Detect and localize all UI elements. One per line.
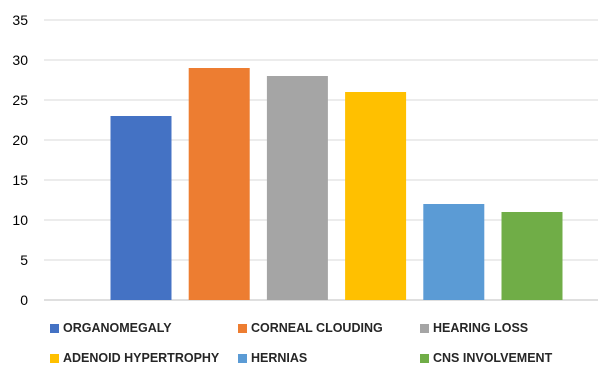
bar-hearing-loss <box>266 76 328 300</box>
y-tick-label: 35 <box>12 12 28 28</box>
bar-corneal-clouding <box>188 68 250 300</box>
bar-hernias <box>423 204 485 300</box>
bar-cns-involvement <box>501 212 563 300</box>
y-tick-label: 10 <box>12 212 28 228</box>
y-tick-label: 25 <box>12 92 28 108</box>
y-tick-label: 15 <box>12 172 28 188</box>
bar-adenoid-hypertrophy <box>345 92 407 300</box>
y-tick-label: 20 <box>12 132 28 148</box>
y-tick-label: 30 <box>12 52 28 68</box>
y-axis-ticks: 0 5 10 15 20 25 30 35 <box>12 12 28 308</box>
bars <box>110 68 563 300</box>
y-tick-label: 5 <box>20 252 28 268</box>
y-tick-label: 0 <box>20 292 28 308</box>
bar-organomegaly <box>110 116 172 300</box>
